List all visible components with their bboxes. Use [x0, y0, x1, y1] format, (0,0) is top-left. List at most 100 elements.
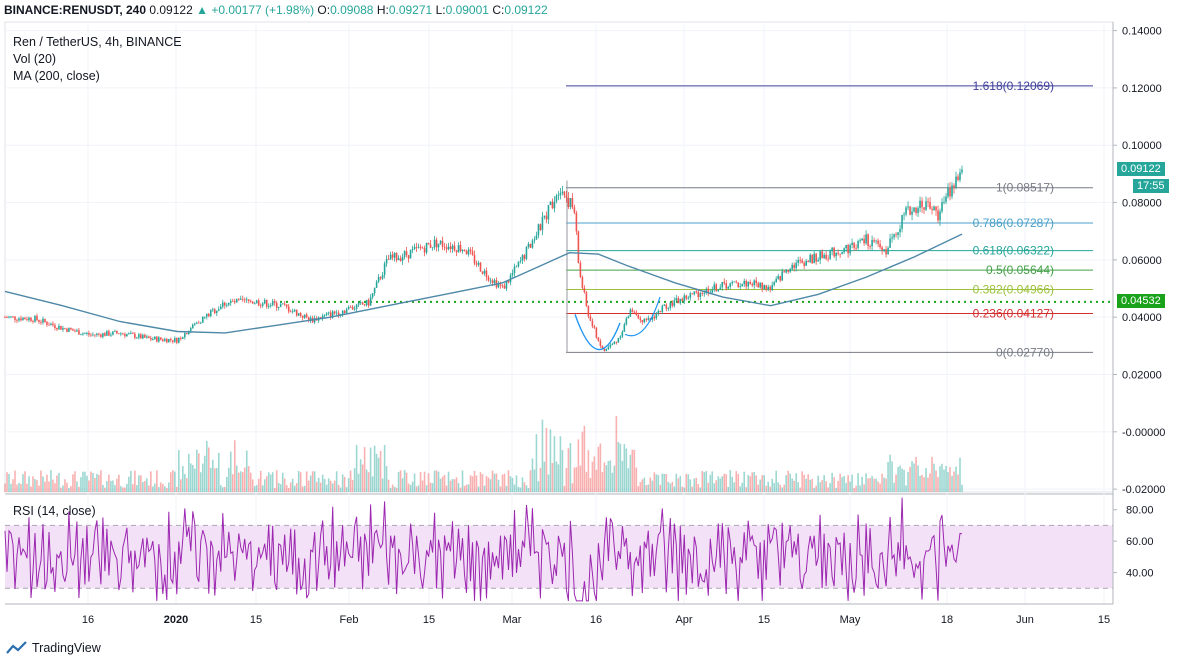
- volume-bar: [277, 482, 280, 492]
- candle-body: [459, 244, 462, 252]
- candle-body: [739, 286, 742, 288]
- candle-body: [184, 333, 186, 338]
- candle-body: [465, 250, 468, 255]
- volume-bar: [593, 456, 596, 492]
- candle-body: [777, 276, 779, 279]
- candle-body: [391, 254, 394, 258]
- volume-bar: [439, 478, 442, 492]
- candle-body: [86, 332, 88, 334]
- legend-title[interactable]: Ren / TetherUS, 4h, BINANCE: [13, 35, 182, 49]
- candle-body: [299, 313, 302, 316]
- tradingview-logo[interactable]: TradingView: [6, 641, 101, 655]
- candle-body: [52, 323, 54, 326]
- legend-ma[interactable]: MA (200, close): [13, 69, 100, 83]
- candle-body: [597, 337, 600, 341]
- candle-body: [719, 287, 722, 290]
- candle-body: [251, 301, 254, 304]
- volume-bar: [14, 470, 16, 492]
- volume-bar: [243, 467, 246, 492]
- x-tick-label: 16: [590, 614, 602, 626]
- candle-body: [361, 302, 364, 305]
- volume-bar: [751, 472, 754, 492]
- volume-bar: [459, 487, 462, 492]
- candle-body: [947, 187, 949, 197]
- volume-bar: [649, 477, 652, 492]
- volume-bar: [679, 475, 682, 492]
- volume-bar: [955, 466, 957, 492]
- candle-body: [901, 215, 903, 229]
- volume-bar: [271, 472, 274, 492]
- volume-bar: [893, 482, 895, 492]
- volume-bar: [239, 471, 242, 492]
- candle-body: [213, 309, 216, 314]
- volume-bar: [801, 471, 803, 492]
- volume-bar: [227, 467, 230, 492]
- candle-body: [38, 320, 40, 322]
- volume-bar: [192, 464, 194, 492]
- volume-bar: [8, 473, 10, 492]
- volume-bar: [551, 462, 554, 492]
- volume-bar: [507, 470, 510, 492]
- candle-body: [765, 285, 768, 290]
- candle-body: [695, 291, 698, 293]
- legend-rsi[interactable]: RSI (14, close): [13, 504, 96, 518]
- volume-bar: [847, 475, 849, 492]
- volume-bar: [871, 476, 873, 492]
- volume-bar: [597, 446, 600, 492]
- candle-body: [863, 238, 865, 244]
- candle-body: [431, 247, 434, 249]
- volume-bar: [475, 475, 478, 492]
- volume-bar: [757, 484, 760, 492]
- volume-bar: [765, 485, 768, 492]
- volume-bar: [783, 484, 785, 492]
- symbol-label[interactable]: BINANCE:RENUSDT, 240: [4, 3, 147, 17]
- volume-bar: [849, 481, 851, 492]
- candle-body: [659, 310, 662, 312]
- volume-bar: [735, 471, 738, 492]
- candle-body: [138, 334, 140, 338]
- candle-body: [231, 300, 234, 302]
- volume-bar: [38, 485, 40, 492]
- volume-bar: [74, 471, 76, 492]
- candle-body: [913, 207, 915, 212]
- volume-bar: [36, 480, 38, 492]
- candle-body: [961, 169, 963, 173]
- candle-body: [172, 340, 174, 342]
- volume-bar: [184, 474, 186, 492]
- volume-bar: [925, 468, 927, 492]
- volume-bar: [473, 470, 476, 492]
- volume-bar: [201, 463, 204, 492]
- volume-bar: [289, 482, 292, 492]
- fib-levels[interactable]: 1.618(0.12069) 1(0.08517) 0.786(0.07287) 0.…: [280, 79, 1113, 359]
- volume-bar: [369, 447, 372, 492]
- volume-bar: [703, 472, 706, 492]
- candle-body: [303, 314, 306, 318]
- volume-bar: [219, 485, 222, 492]
- candle-body: [154, 336, 156, 340]
- volume-bar: [959, 457, 961, 492]
- candle-body: [551, 201, 554, 209]
- volume-bar: [96, 473, 98, 492]
- candle-body: [227, 302, 230, 305]
- candle-body: [102, 333, 104, 337]
- candle-body: [475, 263, 478, 265]
- handle-arc: [624, 296, 661, 337]
- candle-body: [110, 334, 112, 336]
- volume-bar: [323, 478, 326, 492]
- volume-bar: [577, 439, 580, 492]
- legend-volume[interactable]: Vol (20): [13, 52, 57, 66]
- volume-bar: [897, 466, 899, 492]
- rsi-line: [4, 497, 963, 602]
- candle-body: [785, 269, 787, 273]
- candle-body: [197, 322, 200, 324]
- last-price-tag: 0.09122: [1117, 162, 1165, 177]
- candle-body: [367, 299, 370, 306]
- volume-bar: [335, 471, 338, 492]
- volume-bar: [825, 481, 827, 492]
- candle-body: [751, 283, 754, 286]
- volume-bar: [52, 479, 54, 492]
- volume-bar: [281, 472, 284, 492]
- candle-body: [689, 293, 692, 298]
- candle-body: [347, 306, 350, 310]
